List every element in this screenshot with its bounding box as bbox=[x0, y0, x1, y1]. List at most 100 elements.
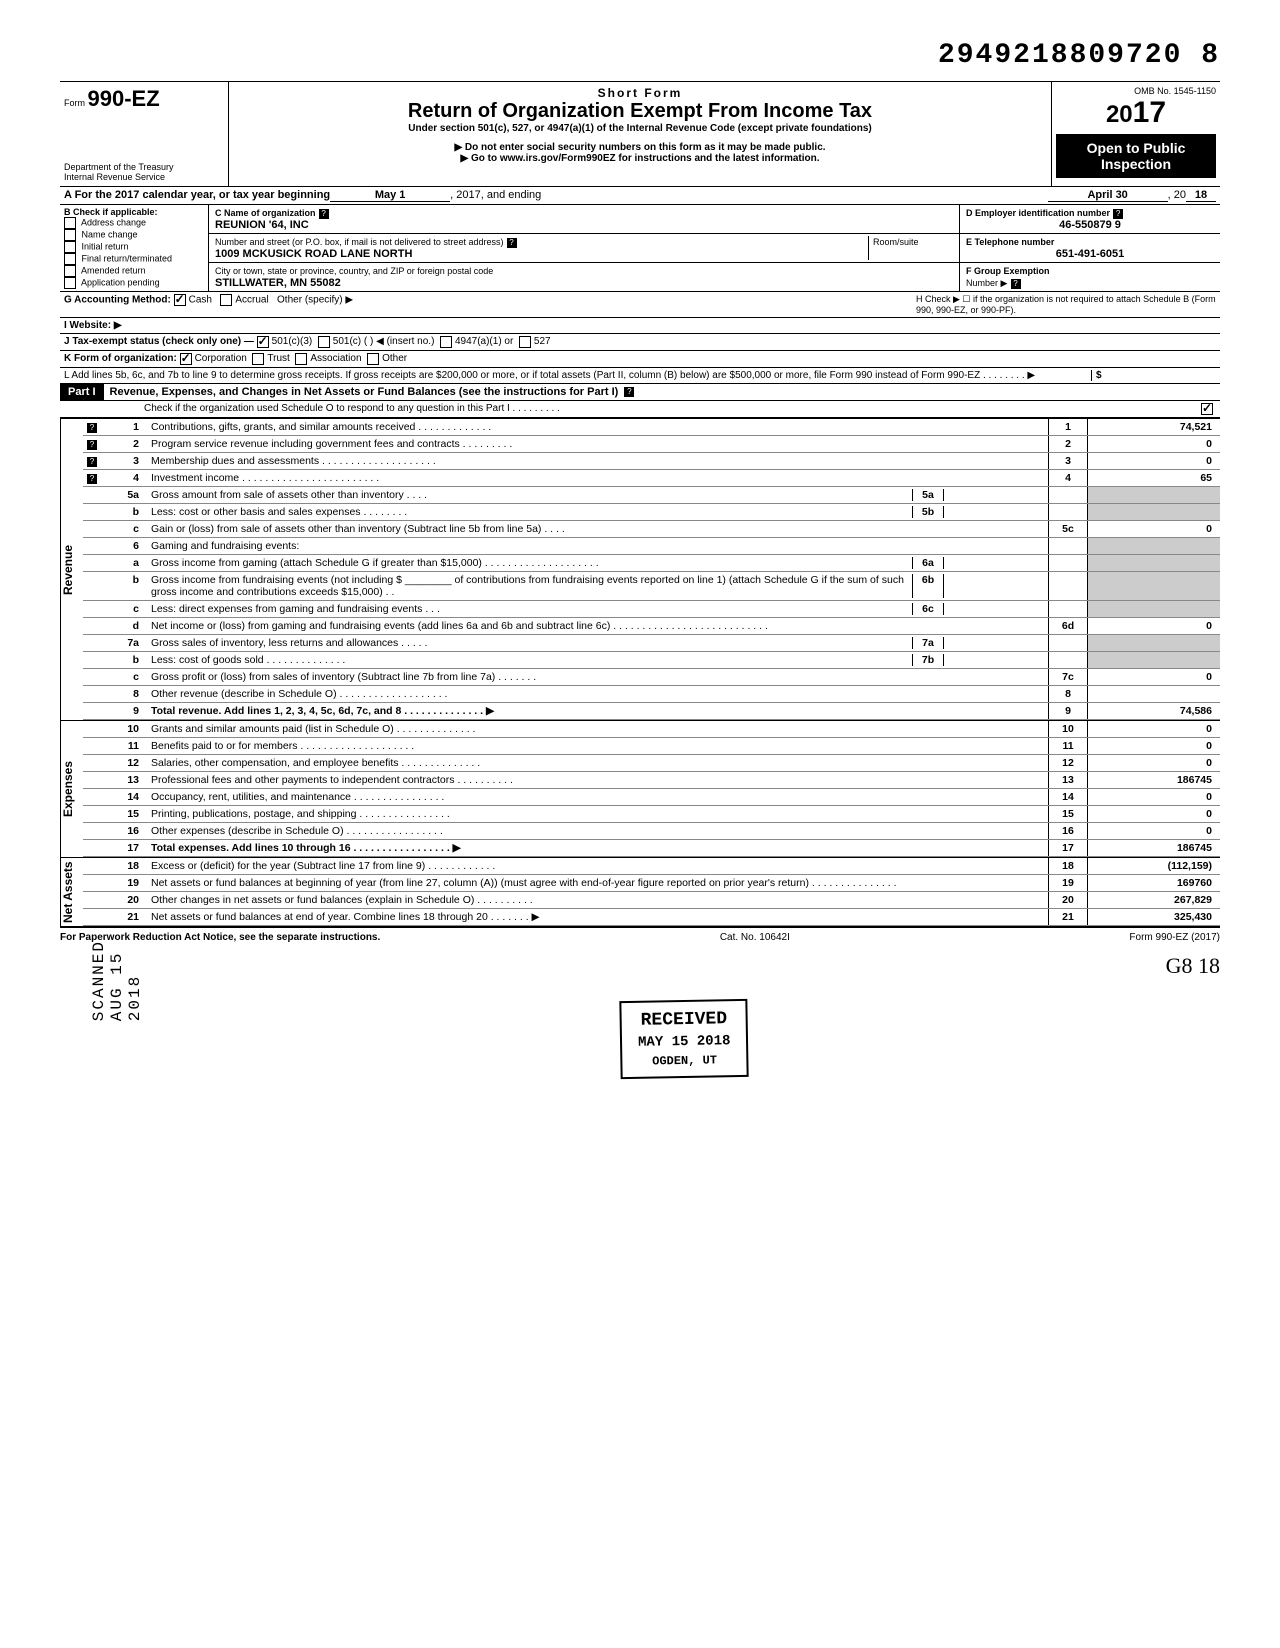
cash-checkbox[interactable] bbox=[174, 294, 186, 306]
accrual-checkbox[interactable] bbox=[220, 294, 232, 306]
colb-checkbox[interactable] bbox=[64, 229, 76, 241]
line-description: Less: cost of goods sold . . . . . . . .… bbox=[147, 652, 1049, 669]
received-stamp: RECEIVED MAY 15 2018 OGDEN, UT bbox=[619, 999, 749, 1079]
table-row: bGross income from fundraising events (n… bbox=[83, 572, 1220, 601]
line-amount-shaded bbox=[1088, 572, 1221, 601]
line-amount: 0 bbox=[1088, 669, 1221, 686]
line-description: Total revenue. Add lines 1, 2, 3, 4, 5c,… bbox=[147, 703, 1049, 720]
warning-1: ▶ Do not enter social security numbers o… bbox=[237, 142, 1043, 153]
trust-checkbox[interactable] bbox=[252, 353, 264, 365]
colb-checkbox[interactable] bbox=[64, 253, 76, 265]
inner-box-label: 5a bbox=[912, 489, 944, 501]
opt-trust: Trust bbox=[267, 353, 289, 365]
line-amount: 0 bbox=[1088, 806, 1221, 823]
part1-label: Part I bbox=[60, 384, 104, 400]
opt-assoc: Association bbox=[310, 353, 361, 365]
assoc-checkbox[interactable] bbox=[295, 353, 307, 365]
other-checkbox[interactable] bbox=[367, 353, 379, 365]
opt-501c3: 501(c)(3) bbox=[272, 336, 313, 348]
part1-check-row: Check if the organization used Schedule … bbox=[60, 401, 1220, 418]
colb-checkbox[interactable] bbox=[64, 241, 76, 253]
inner-amount bbox=[944, 506, 1044, 518]
help-icon: ? bbox=[319, 209, 329, 219]
group-exempt-label: F Group Exemption bbox=[966, 266, 1050, 276]
inner-amount bbox=[944, 489, 1044, 501]
line-box: 7c bbox=[1049, 669, 1088, 686]
tax-year-begin: May 1 bbox=[330, 189, 450, 202]
row-j: J Tax-exempt status (check only one) — 5… bbox=[60, 334, 1220, 351]
line-description: Salaries, other compensation, and employ… bbox=[147, 755, 1049, 772]
501c-checkbox[interactable] bbox=[318, 336, 330, 348]
line-box: 8 bbox=[1049, 686, 1088, 703]
table-row: 16Other expenses (describe in Schedule O… bbox=[83, 823, 1220, 840]
line-amount-shaded bbox=[1088, 504, 1221, 521]
footer-mid: Cat. No. 10642I bbox=[720, 932, 790, 943]
inner-amount bbox=[944, 603, 1044, 615]
revenue-table: ?1Contributions, gifts, grants, and simi… bbox=[83, 419, 1220, 720]
line-amount-shaded bbox=[1088, 601, 1221, 618]
line-amount: 267,829 bbox=[1088, 892, 1221, 909]
colb-checkbox[interactable] bbox=[64, 277, 76, 289]
501c3-checkbox[interactable] bbox=[257, 336, 269, 348]
line-box: 4 bbox=[1049, 470, 1088, 487]
expenses-table: 10Grants and similar amounts paid (list … bbox=[83, 721, 1220, 857]
cash-label: Cash bbox=[189, 295, 212, 306]
line-box-shaded bbox=[1049, 555, 1088, 572]
main-title: Return of Organization Exempt From Incom… bbox=[237, 100, 1043, 123]
tax-year-end-month: April 30 bbox=[1048, 189, 1168, 202]
line-a: A For the 2017 calendar year, or tax yea… bbox=[60, 187, 1220, 205]
table-row: 20Other changes in net assets or fund ba… bbox=[83, 892, 1220, 909]
subtitle: Under section 501(c), 527, or 4947(a)(1)… bbox=[237, 123, 1043, 134]
colb-item-label: Address change bbox=[81, 217, 146, 227]
line-amount: 325,430 bbox=[1088, 909, 1221, 926]
short-form-label: Short Form bbox=[237, 86, 1043, 100]
table-row: cLess: direct expenses from gaming and f… bbox=[83, 601, 1220, 618]
line-a-mid: , 2017, and ending bbox=[450, 189, 541, 202]
line-amount: 0 bbox=[1088, 721, 1221, 738]
row-g-h: G Accounting Method: Cash Accrual Other … bbox=[60, 292, 1220, 318]
inner-amount bbox=[944, 557, 1044, 569]
4947-checkbox[interactable] bbox=[440, 336, 452, 348]
line-description: Net assets or fund balances at end of ye… bbox=[147, 909, 1049, 926]
footer-right: Form 990-EZ (2017) bbox=[1129, 932, 1220, 943]
org-name-label: C Name of organization bbox=[215, 208, 316, 218]
schedule-o-checkbox[interactable] bbox=[1201, 403, 1213, 415]
line-amount: 0 bbox=[1088, 755, 1221, 772]
col-b-title: B Check if applicable: bbox=[64, 207, 204, 217]
table-row: ?1Contributions, gifts, grants, and simi… bbox=[83, 419, 1220, 436]
corp-checkbox[interactable] bbox=[180, 353, 192, 365]
colb-checkbox[interactable] bbox=[64, 217, 76, 229]
line-description: Benefits paid to or for members . . . . … bbox=[147, 738, 1049, 755]
addr-label: Number and street (or P.O. box, if mail … bbox=[215, 237, 503, 247]
line-description: Gross amount from sale of assets other t… bbox=[147, 487, 1049, 504]
line-number: 5a bbox=[105, 487, 147, 504]
line-amount: 186745 bbox=[1088, 840, 1221, 857]
line-box: 20 bbox=[1049, 892, 1088, 909]
scanned-stamp: SCANNED AUG 15 2018 bbox=[90, 940, 144, 1021]
inner-amount bbox=[944, 654, 1044, 666]
line-amount: 0 bbox=[1088, 453, 1221, 470]
opt-527: 527 bbox=[534, 336, 551, 348]
help-icon: ? bbox=[1011, 279, 1021, 289]
line-box: 3 bbox=[1049, 453, 1088, 470]
org-form-label: K Form of organization: bbox=[64, 353, 177, 365]
line-number: b bbox=[105, 504, 147, 521]
line-box: 14 bbox=[1049, 789, 1088, 806]
colb-checkbox[interactable] bbox=[64, 265, 76, 277]
line-box: 18 bbox=[1049, 858, 1088, 875]
line-description: Net assets or fund balances at beginning… bbox=[147, 875, 1049, 892]
street-address: 1009 MCKUSICK ROAD LANE NORTH bbox=[215, 248, 412, 260]
year-box: OMB No. 1545-1150 20201717 Open to Publi… bbox=[1051, 82, 1220, 186]
table-row: 18Excess or (deficit) for the year (Subt… bbox=[83, 858, 1220, 875]
colb-item-label: Application pending bbox=[81, 277, 160, 287]
line-number: 15 bbox=[105, 806, 147, 823]
document-id: 2949218809720 8 bbox=[60, 40, 1220, 71]
line-description: Less: direct expenses from gaming and fu… bbox=[147, 601, 1049, 618]
part1-check-text: Check if the organization used Schedule … bbox=[64, 403, 1201, 415]
colb-item-label: Name change bbox=[82, 229, 138, 239]
netassets-side-label: Net Assets bbox=[60, 858, 83, 926]
handwritten-note: G8 18 bbox=[60, 953, 1220, 979]
accounting-label: G Accounting Method: bbox=[64, 295, 171, 306]
527-checkbox[interactable] bbox=[519, 336, 531, 348]
line-description: Occupancy, rent, utilities, and maintena… bbox=[147, 789, 1049, 806]
